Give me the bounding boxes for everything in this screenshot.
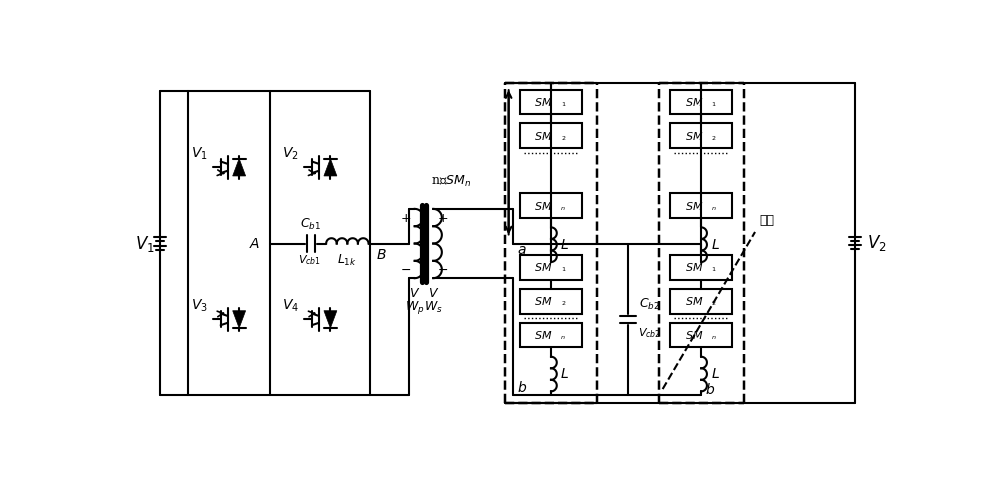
Text: $_{n}$: $_{n}$ — [711, 333, 716, 342]
Text: $SM$: $SM$ — [534, 261, 553, 273]
Text: $V$: $V$ — [428, 287, 439, 300]
Text: n个$SM_n$: n个$SM_n$ — [431, 174, 471, 189]
Text: $-$: $-$ — [400, 262, 411, 275]
Text: $SM$: $SM$ — [534, 200, 553, 212]
Text: $_{n}$: $_{n}$ — [560, 333, 566, 342]
Bar — [670, 89, 732, 114]
Text: $C_{b2}$: $C_{b2}$ — [639, 297, 660, 312]
Bar — [670, 255, 732, 280]
Text: $C_{b1}$: $C_{b1}$ — [300, 217, 321, 232]
Text: $SM$: $SM$ — [685, 130, 703, 142]
Text: $_{1}$: $_{1}$ — [561, 99, 566, 109]
Text: $W_p$: $W_p$ — [405, 299, 424, 316]
Bar — [520, 194, 582, 218]
Bar — [520, 323, 582, 347]
Text: 桥臂: 桥臂 — [759, 214, 774, 227]
Text: $SM$: $SM$ — [534, 295, 553, 307]
Text: $V_{cb2}$: $V_{cb2}$ — [638, 327, 661, 340]
Text: $L$: $L$ — [711, 238, 719, 252]
Polygon shape — [324, 311, 337, 328]
Bar — [520, 89, 582, 114]
Polygon shape — [324, 158, 337, 176]
Text: $SM$: $SM$ — [685, 261, 703, 273]
Text: $V_4$: $V_4$ — [282, 298, 299, 314]
Text: $W_s$: $W_s$ — [424, 300, 443, 315]
Bar — [520, 124, 582, 148]
Text: $_{2}$: $_{2}$ — [711, 133, 716, 142]
Text: $SM$: $SM$ — [685, 200, 703, 212]
Text: $V_2$: $V_2$ — [282, 145, 299, 162]
Text: $V_1$: $V_1$ — [135, 233, 154, 254]
Text: $SM$: $SM$ — [685, 329, 703, 341]
Text: $_{n}$: $_{n}$ — [560, 204, 566, 213]
Text: $_{n}$: $_{n}$ — [711, 204, 716, 213]
Text: $_{1}$: $_{1}$ — [711, 99, 716, 109]
Text: $V_2$: $V_2$ — [867, 233, 887, 253]
Text: $V_1$: $V_1$ — [191, 145, 208, 162]
Text: $L$: $L$ — [560, 238, 569, 252]
Text: $_{2}$: $_{2}$ — [561, 299, 566, 308]
Text: $+$: $+$ — [437, 212, 448, 225]
Text: $a$: $a$ — [517, 242, 527, 256]
Text: $+$: $+$ — [400, 212, 411, 225]
Bar — [670, 289, 732, 313]
Polygon shape — [233, 158, 246, 176]
Text: $L_{1k}$: $L_{1k}$ — [337, 253, 357, 268]
Text: $b$: $b$ — [705, 382, 715, 397]
Text: $-$: $-$ — [437, 262, 448, 275]
Text: $_{1}$: $_{1}$ — [711, 265, 716, 274]
Text: $_{2}$: $_{2}$ — [561, 133, 566, 142]
Text: $SM$: $SM$ — [685, 96, 703, 108]
Text: $L$: $L$ — [711, 367, 719, 381]
Text: $SM$: $SM$ — [534, 329, 553, 341]
Bar — [520, 289, 582, 313]
Bar — [670, 323, 732, 347]
Text: $SM$: $SM$ — [685, 295, 703, 307]
Text: $_{2}$: $_{2}$ — [711, 299, 716, 308]
Text: $b$: $b$ — [517, 380, 527, 395]
Text: $B$: $B$ — [376, 248, 387, 262]
Bar — [670, 124, 732, 148]
Text: $SM$: $SM$ — [534, 130, 553, 142]
Polygon shape — [233, 311, 246, 328]
Text: $L$: $L$ — [560, 367, 569, 381]
Text: $_{1}$: $_{1}$ — [561, 265, 566, 274]
Text: $V$: $V$ — [409, 287, 420, 300]
Text: $V_{cb1}$: $V_{cb1}$ — [298, 254, 321, 268]
Bar — [670, 194, 732, 218]
Text: $SM$: $SM$ — [534, 96, 553, 108]
Bar — [520, 255, 582, 280]
Text: $V_3$: $V_3$ — [191, 298, 208, 314]
Text: $A$: $A$ — [249, 237, 261, 251]
